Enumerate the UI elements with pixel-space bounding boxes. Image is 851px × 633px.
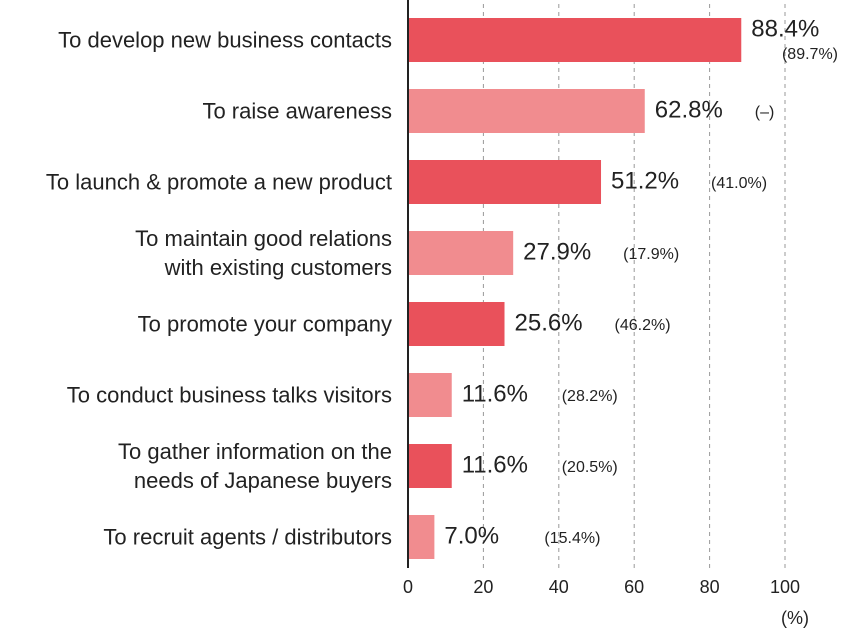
category-label: To conduct business talks visitors — [66, 382, 392, 408]
x-tick-label: 0 — [403, 577, 413, 597]
previous-label: (15.4%) — [544, 530, 600, 547]
bar — [408, 231, 514, 275]
value-label: 25.6% — [515, 309, 583, 336]
bar — [408, 160, 602, 204]
category-label: To raise awareness — [202, 98, 392, 124]
bar — [408, 515, 435, 559]
previous-label: (28.2%) — [562, 388, 618, 405]
value-label: 27.9% — [523, 238, 591, 265]
x-tick-label: 80 — [700, 577, 720, 597]
category-label: To recruit agents / distributors — [103, 524, 392, 550]
bar — [408, 89, 645, 133]
category-label: To develop new business contacts — [58, 27, 392, 53]
bar — [408, 18, 742, 62]
category-label: To launch & promote a new product — [45, 169, 392, 195]
value-label: 7.0% — [444, 522, 499, 549]
previous-label: (89.7%) — [782, 46, 838, 63]
category-label: To promote your company — [137, 311, 392, 337]
x-tick-label: 60 — [624, 577, 644, 597]
bar — [408, 373, 452, 417]
value-label: 88.4% — [751, 15, 819, 42]
x-tick-label: 20 — [473, 577, 493, 597]
value-label: 62.8% — [655, 96, 723, 123]
previous-label: (17.9%) — [623, 246, 679, 263]
x-tick-label: 100 — [770, 577, 800, 597]
bar — [408, 444, 452, 488]
x-axis-label: (%) — [781, 608, 809, 628]
previous-label: (46.2%) — [615, 317, 671, 334]
previous-label: (41.0%) — [711, 175, 767, 192]
category-label: To maintain good relations with existing… — [135, 226, 392, 280]
value-label: 11.6% — [462, 380, 528, 407]
x-tick-label: 40 — [549, 577, 569, 597]
value-label: 51.2% — [611, 167, 679, 194]
category-label: To gather information on the needs of Ja… — [118, 439, 392, 493]
previous-label: (–) — [755, 104, 775, 121]
bar — [408, 302, 505, 346]
value-label: 11.6% — [462, 451, 528, 478]
previous-label: (20.5%) — [562, 459, 618, 476]
